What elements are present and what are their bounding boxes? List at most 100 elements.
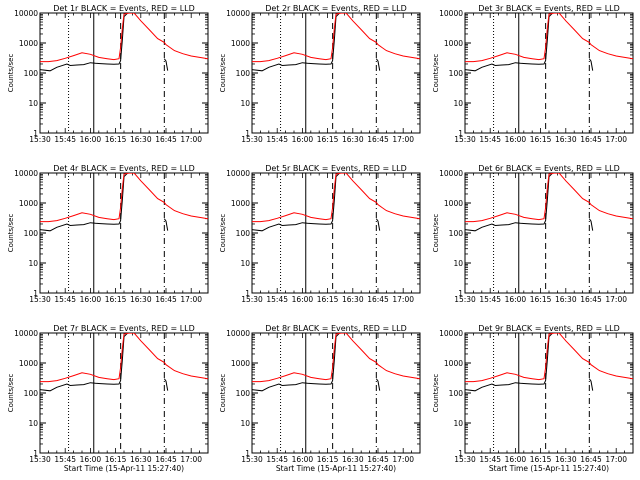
x-tick-label: 15:45 (54, 135, 76, 144)
x-tick-label: 16:30 (342, 135, 364, 144)
y-tick-label: 1 (33, 129, 38, 138)
y-tick-label: 10000 (226, 169, 250, 178)
x-tick-label: 16:00 (292, 455, 314, 464)
lld-line (252, 13, 420, 63)
x-tick-label: 16:45 (580, 135, 602, 144)
y-tick-label: 10000 (226, 329, 250, 338)
x-tick-label: 16:15 (105, 135, 127, 144)
chart-title: Det 6r BLACK = Events, RED = LLD (478, 164, 620, 173)
x-tick-label: 16:30 (555, 135, 577, 144)
x-tick-label: 16:15 (105, 295, 127, 304)
x-tick-label: 16:15 (317, 295, 339, 304)
y-tick-label: 10 (28, 419, 38, 428)
events-line (40, 13, 128, 72)
x-axis-label: Start Time (15-Apr-11 15:27:40) (276, 464, 396, 473)
x-tick-label: 16:15 (530, 135, 552, 144)
y-tick-label: 1000 (444, 39, 463, 48)
y-tick-label: 1 (245, 129, 250, 138)
y-axis-label: Counts/sec (219, 54, 227, 93)
y-tick-label: 10 (240, 419, 250, 428)
y-tick-label: 10 (240, 259, 250, 268)
x-tick-label: 16:30 (130, 455, 152, 464)
y-tick-label: 1000 (231, 359, 250, 368)
x-tick-label: 16:45 (155, 455, 177, 464)
plot-frame (39, 12, 209, 134)
x-tick-label: 16:00 (80, 455, 102, 464)
y-tick-label: 1 (458, 289, 463, 298)
chart-panel: 1 10 100 1000 10000 15:30 15:45 16:00 16:15 16:30… (219, 164, 421, 304)
events-line (40, 333, 128, 392)
chart-title: Det 8r BLACK = Events, RED = LLD (265, 324, 407, 333)
chart-panel: 1 10 100 1000 10000 15:30 15:45 16:00 16:15 16:30… (7, 324, 209, 473)
y-axis-label: Counts/sec (432, 374, 440, 413)
y-tick-label: 100 (449, 69, 464, 78)
events-line (375, 378, 381, 391)
y-tick-label: 1000 (231, 39, 250, 48)
events-line (375, 218, 381, 231)
y-tick-label: 100 (24, 389, 39, 398)
chart-title: Det 3r BLACK = Events, RED = LLD (478, 4, 620, 13)
x-tick-label: 16:45 (580, 295, 602, 304)
x-tick-label: 16:15 (317, 135, 339, 144)
chart-panel: 1 10 100 1000 10000 15:30 15:45 16:00 16:15 16:30… (7, 164, 209, 304)
x-tick-label: 16:00 (505, 295, 527, 304)
series-group (252, 13, 420, 72)
x-tick-label: 16:30 (130, 135, 152, 144)
x-tick-label: 16:00 (80, 295, 102, 304)
x-tick-label: 16:00 (505, 455, 527, 464)
x-tick-label: 16:30 (342, 295, 364, 304)
y-tick-label: 1000 (231, 199, 250, 208)
y-tick-label: 10000 (14, 169, 38, 178)
x-tick-label: 15:30 (454, 135, 476, 144)
chart-title: Det 1r BLACK = Events, RED = LLD (53, 4, 195, 13)
y-tick-label: 10000 (14, 329, 38, 338)
x-tick-label: 15:30 (29, 295, 51, 304)
plot-frame (39, 172, 209, 294)
x-tick-label: 16:45 (155, 295, 177, 304)
y-tick-label: 1 (33, 289, 38, 298)
plot-frame (251, 332, 421, 454)
x-tick-label: 15:30 (241, 455, 263, 464)
events-line (252, 333, 340, 392)
x-tick-label: 15:30 (241, 295, 263, 304)
x-tick-label: 16:30 (555, 295, 577, 304)
x-tick-label: 16:15 (317, 455, 339, 464)
y-tick-label: 1 (458, 449, 463, 458)
y-tick-label: 10000 (226, 9, 250, 18)
x-tick-label: 16:00 (505, 135, 527, 144)
plot-frame (251, 172, 421, 294)
events-line (163, 378, 169, 391)
lld-line (465, 173, 633, 223)
chart-panel: 1 10 100 1000 10000 15:30 15:45 16:00 16:15 16:30… (219, 324, 421, 473)
y-tick-label: 100 (236, 229, 251, 238)
x-tick-label: 15:45 (266, 135, 288, 144)
events-line (588, 218, 594, 231)
chart-title: Det 5r BLACK = Events, RED = LLD (265, 164, 407, 173)
x-tick-label: 15:45 (479, 295, 501, 304)
chart-panel: 1 10 100 1000 10000 15:30 15:45 16:00 16:15 16:30… (432, 4, 634, 144)
y-tick-label: 10 (453, 419, 463, 428)
y-tick-label: 1000 (19, 359, 38, 368)
x-tick-label: 15:30 (454, 455, 476, 464)
events-line (252, 173, 340, 232)
chart-title: Det 4r BLACK = Events, RED = LLD (53, 164, 195, 173)
x-tick-label: 17:00 (392, 135, 414, 144)
x-tick-label: 17:00 (392, 295, 414, 304)
events-line (40, 173, 128, 232)
x-tick-label: 17:00 (605, 295, 627, 304)
chart-panel: 1 10 100 1000 10000 15:30 15:45 16:00 16:15 16:30… (7, 4, 209, 144)
chart-title: Det 9r BLACK = Events, RED = LLD (478, 324, 620, 333)
series-group (40, 13, 208, 72)
y-tick-label: 1000 (444, 199, 463, 208)
chart-panel: 1 10 100 1000 10000 15:30 15:45 16:00 16:15 16:30… (432, 164, 634, 304)
chart-panel: 1 10 100 1000 10000 15:30 15:45 16:00 16:15 16:30… (432, 324, 634, 473)
y-tick-label: 1 (245, 449, 250, 458)
lld-line (252, 333, 420, 383)
events-line (588, 58, 594, 71)
x-tick-label: 17:00 (605, 455, 627, 464)
x-tick-label: 15:45 (266, 455, 288, 464)
x-tick-label: 15:30 (29, 135, 51, 144)
series-group (40, 333, 208, 392)
x-tick-label: 16:45 (367, 455, 389, 464)
y-tick-label: 100 (236, 69, 251, 78)
